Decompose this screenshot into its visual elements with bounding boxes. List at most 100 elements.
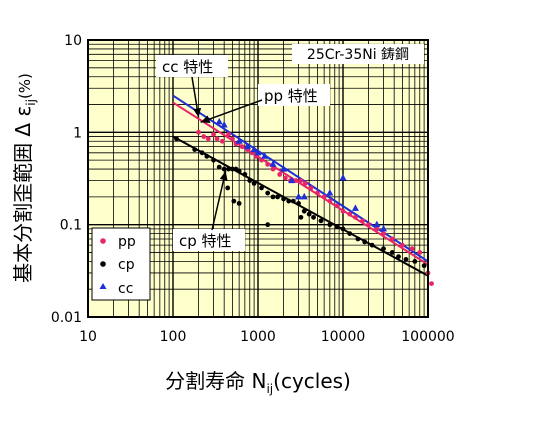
point-pp bbox=[353, 214, 358, 220]
point-pp bbox=[308, 185, 314, 191]
point-cp bbox=[327, 222, 333, 228]
point-cc bbox=[339, 174, 347, 181]
point-pp bbox=[417, 250, 423, 255]
point-pp bbox=[334, 203, 340, 209]
point-cp bbox=[340, 226, 346, 232]
plot-frame bbox=[87, 39, 429, 318]
legend-label-pp: pp bbox=[118, 234, 136, 250]
legend-marker-cp bbox=[100, 261, 106, 267]
point-cp bbox=[211, 157, 216, 163]
material-label: 25Cr-35Ni 鋳鋼 bbox=[307, 46, 409, 63]
point-pp bbox=[409, 246, 415, 252]
point-pp bbox=[259, 157, 264, 163]
point-pp bbox=[327, 198, 333, 204]
point-pp bbox=[374, 226, 380, 232]
arrow-cp-shaft bbox=[211, 170, 227, 231]
point-cp bbox=[247, 178, 253, 184]
point-cp bbox=[174, 136, 179, 142]
legend: pp cp cc bbox=[91, 227, 151, 301]
legend-marker-cc bbox=[99, 283, 107, 289]
point-pp bbox=[239, 144, 245, 150]
point-cp bbox=[265, 190, 271, 196]
point-pp bbox=[219, 138, 225, 144]
annotation-cc-label: cc 特性 bbox=[162, 58, 213, 76]
point-cc bbox=[215, 117, 223, 125]
point-cc bbox=[261, 152, 269, 159]
point-cp bbox=[412, 259, 418, 264]
point-pp bbox=[389, 236, 395, 242]
point-cp bbox=[226, 166, 231, 172]
x-axis-title: 分割寿命 Nij(cycles) bbox=[165, 369, 351, 396]
y-tick-label: 1 bbox=[73, 125, 82, 141]
annotation-cc: cc 特性 bbox=[156, 55, 228, 77]
point-cp bbox=[236, 200, 242, 206]
point-cc bbox=[351, 204, 359, 211]
arrow-cp-head bbox=[219, 171, 228, 181]
point-pp bbox=[196, 129, 201, 135]
point-cc bbox=[235, 137, 243, 144]
point-cp bbox=[221, 166, 227, 172]
point-cc bbox=[295, 192, 303, 200]
x-tick-label: 100000 bbox=[401, 329, 454, 345]
point-cp bbox=[381, 246, 386, 252]
point-cp bbox=[251, 180, 257, 186]
point-cp bbox=[347, 231, 353, 237]
point-cp bbox=[286, 198, 292, 204]
point-cp bbox=[199, 150, 205, 156]
arrow-cc-head bbox=[193, 107, 202, 118]
y-tick-label: 0.1 bbox=[60, 218, 82, 234]
point-cp bbox=[355, 236, 361, 242]
data-points bbox=[174, 117, 434, 287]
point-cc bbox=[288, 176, 296, 184]
point-pp bbox=[340, 208, 346, 214]
x-axis-title-sub: ij bbox=[266, 382, 273, 396]
point-cc bbox=[250, 145, 258, 153]
point-pp bbox=[321, 194, 327, 200]
point-cp bbox=[265, 222, 271, 228]
point-pp bbox=[205, 136, 211, 142]
point-cc bbox=[280, 165, 288, 172]
point-cc bbox=[269, 160, 277, 167]
point-cp bbox=[421, 263, 427, 269]
point-pp bbox=[347, 211, 353, 217]
tick-labels: 10 100 1000 10000 100000 0.01 0.1 1 10 bbox=[51, 33, 455, 345]
point-cc bbox=[220, 121, 228, 128]
annotation-cp-label: cp 特性 bbox=[179, 232, 232, 250]
material-label-box: 25Cr-35Ni 鋳鋼 bbox=[292, 44, 424, 64]
y-tick-label: 10 bbox=[64, 33, 82, 49]
point-cp bbox=[281, 196, 286, 202]
point-pp bbox=[302, 180, 308, 186]
x-tick-label: 1000 bbox=[240, 329, 276, 345]
point-pp bbox=[201, 134, 207, 139]
point-pp bbox=[429, 281, 434, 287]
point-cp bbox=[298, 214, 304, 220]
point-cp bbox=[396, 254, 401, 260]
x-tick-label: 100 bbox=[160, 329, 187, 345]
point-cp bbox=[389, 250, 395, 255]
legend-marker-pp bbox=[100, 238, 106, 244]
y-axis-title-main: 基本分割歪範囲 Δ ε bbox=[11, 106, 35, 283]
arrow-pp-head bbox=[200, 115, 211, 123]
y-axis-title: 基本分割歪範囲 Δ εij(%) bbox=[11, 73, 38, 283]
point-cp bbox=[216, 164, 222, 170]
point-cp bbox=[403, 257, 409, 262]
point-cp bbox=[236, 168, 242, 174]
point-cp bbox=[362, 239, 368, 245]
x-axis-title-main: 分割寿命 N bbox=[165, 369, 266, 393]
y-axis-title-sub: ij bbox=[24, 99, 38, 106]
point-cp bbox=[334, 224, 340, 230]
point-cp bbox=[231, 198, 237, 204]
point-cp bbox=[192, 147, 198, 153]
point-pp bbox=[282, 175, 288, 181]
point-cp bbox=[369, 242, 375, 248]
point-pp bbox=[366, 222, 371, 228]
point-cp bbox=[306, 211, 312, 217]
x-tick-label: 10 bbox=[79, 329, 97, 345]
annotation-pp-label: pp 特性 bbox=[264, 87, 318, 105]
point-cp bbox=[301, 208, 307, 214]
arrow-pp-shaft bbox=[200, 99, 263, 124]
y-axis-title-tail: (%) bbox=[16, 73, 34, 99]
annotation-pp: pp 特性 bbox=[258, 84, 330, 106]
point-pp bbox=[298, 178, 304, 184]
